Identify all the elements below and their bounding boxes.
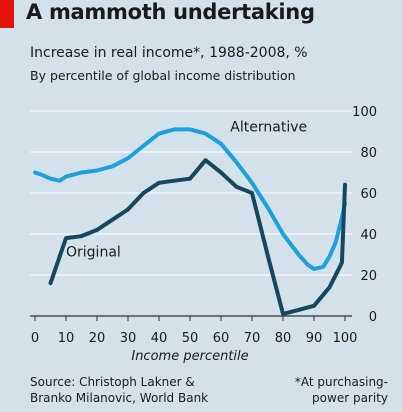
x-tick-label-60: 60	[213, 331, 230, 346]
series-label-alternative: Alternative	[230, 120, 307, 136]
series-label-original: Original	[66, 245, 121, 261]
y-tick-label-40: 40	[360, 228, 377, 243]
x-tick-label-0: 0	[31, 331, 39, 346]
footnote-line-1: *At purchasing-	[294, 375, 388, 389]
x-tick-label-40: 40	[151, 331, 168, 346]
chart-title: A mammoth undertaking	[26, 0, 315, 24]
series-line-original	[48, 158, 347, 316]
x-tick-label-50: 50	[182, 331, 199, 346]
accent-bar	[0, 0, 14, 28]
y-tick-label-20: 20	[360, 269, 377, 284]
x-axis-label: Income percentile	[131, 349, 248, 364]
source-note: Source: Christoph Lakner & Branko Milano…	[30, 374, 230, 406]
series-line-alternative	[33, 127, 347, 271]
x-tick-label-30: 30	[120, 331, 137, 346]
x-tick-label-10: 10	[58, 331, 75, 346]
chart-subtitle: Increase in real income*, 1988-2008, %	[30, 45, 308, 61]
source-line-2: Branko Milanovic, World Bank	[30, 391, 209, 405]
source-line-1: Source: Christoph Lakner &	[30, 375, 195, 389]
y-tick-label-0: 0	[369, 310, 377, 325]
x-tick-label-80: 80	[275, 331, 292, 346]
chart-subtitle-secondary: By percentile of global income distribut…	[30, 68, 296, 83]
y-tick-label-80: 80	[360, 146, 377, 161]
x-tick-label-20: 20	[89, 331, 106, 346]
x-tick-label-90: 90	[306, 331, 323, 346]
y-tick-label-100: 100	[352, 105, 377, 120]
footnote-line-2: power parity	[312, 391, 388, 405]
y-tick-label-60: 60	[360, 187, 377, 202]
footnote: *At purchasing- power parity	[258, 374, 388, 406]
x-tick-label-100: 100	[333, 331, 358, 346]
x-tick-label-70: 70	[244, 331, 261, 346]
